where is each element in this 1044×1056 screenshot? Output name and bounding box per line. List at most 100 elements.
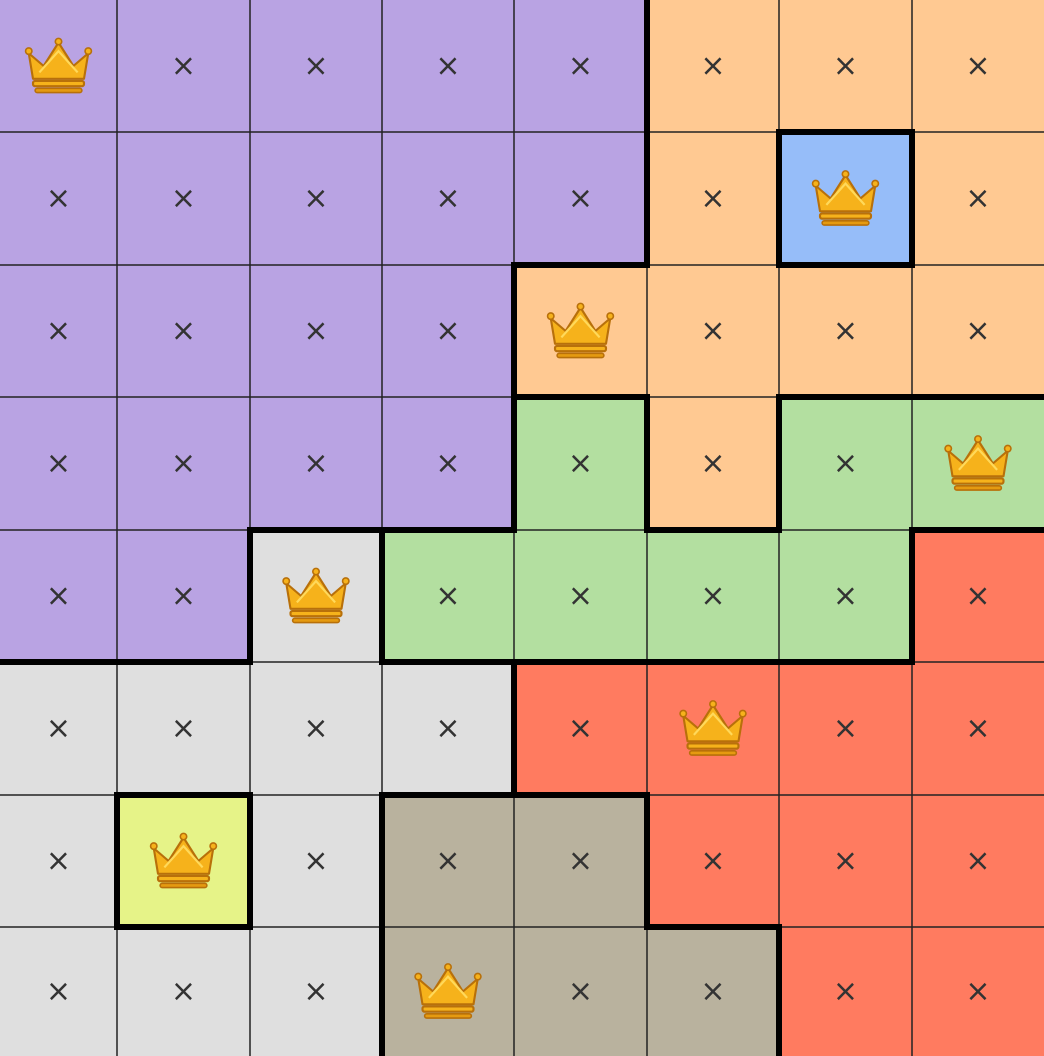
x-mark: × bbox=[568, 181, 593, 216]
cell[interactable]: × bbox=[647, 795, 779, 927]
cell[interactable] bbox=[912, 397, 1044, 530]
cell[interactable]: × bbox=[117, 132, 250, 265]
x-mark: × bbox=[303, 711, 328, 746]
cell[interactable]: × bbox=[250, 662, 382, 795]
cell[interactable]: × bbox=[382, 662, 514, 795]
x-mark: × bbox=[965, 844, 990, 879]
x-mark: × bbox=[46, 844, 71, 879]
cell[interactable]: × bbox=[0, 397, 117, 530]
cell[interactable] bbox=[779, 132, 912, 265]
x-mark: × bbox=[700, 974, 725, 1009]
cell[interactable]: × bbox=[117, 530, 250, 662]
cell[interactable]: × bbox=[0, 662, 117, 795]
cell[interactable]: × bbox=[0, 927, 117, 1056]
cell[interactable]: × bbox=[647, 397, 779, 530]
cell[interactable]: × bbox=[382, 795, 514, 927]
cell-background bbox=[912, 0, 1044, 132]
cell-background bbox=[382, 795, 514, 927]
x-mark: × bbox=[965, 711, 990, 746]
cell-background bbox=[250, 662, 382, 795]
cell-background bbox=[382, 0, 514, 132]
x-mark: × bbox=[435, 844, 460, 879]
cell[interactable]: × bbox=[250, 265, 382, 397]
cell[interactable]: × bbox=[514, 662, 647, 795]
cell-background bbox=[250, 795, 382, 927]
cell[interactable]: × bbox=[382, 0, 514, 132]
cell[interactable]: × bbox=[0, 265, 117, 397]
cell[interactable]: × bbox=[0, 795, 117, 927]
cell[interactable]: × bbox=[514, 132, 647, 265]
cell[interactable]: × bbox=[912, 795, 1044, 927]
cell[interactable] bbox=[250, 530, 382, 662]
cell-background bbox=[117, 927, 250, 1056]
cell[interactable]: × bbox=[250, 795, 382, 927]
cell[interactable] bbox=[647, 662, 779, 795]
cell[interactable]: × bbox=[0, 530, 117, 662]
cell-background bbox=[647, 795, 779, 927]
cell[interactable]: × bbox=[779, 662, 912, 795]
cell[interactable] bbox=[117, 795, 250, 927]
cell-background bbox=[382, 132, 514, 265]
cell[interactable]: × bbox=[250, 132, 382, 265]
cell[interactable]: × bbox=[647, 0, 779, 132]
cell[interactable]: × bbox=[514, 530, 647, 662]
cell[interactable]: × bbox=[382, 530, 514, 662]
cell[interactable]: × bbox=[514, 0, 647, 132]
cell[interactable]: × bbox=[647, 265, 779, 397]
cell[interactable]: × bbox=[0, 132, 117, 265]
x-mark: × bbox=[46, 974, 71, 1009]
cell[interactable] bbox=[514, 265, 647, 397]
cell[interactable]: × bbox=[912, 132, 1044, 265]
cell[interactable]: × bbox=[647, 530, 779, 662]
x-mark: × bbox=[833, 579, 858, 614]
x-mark: × bbox=[303, 844, 328, 879]
cell[interactable]: × bbox=[779, 0, 912, 132]
x-mark: × bbox=[435, 49, 460, 84]
cell[interactable]: × bbox=[117, 662, 250, 795]
cell[interactable] bbox=[0, 0, 117, 132]
cell-background bbox=[647, 927, 779, 1056]
cell[interactable]: × bbox=[382, 397, 514, 530]
cell[interactable]: × bbox=[779, 530, 912, 662]
x-mark: × bbox=[700, 446, 725, 481]
cell-background bbox=[647, 0, 779, 132]
x-mark: × bbox=[833, 711, 858, 746]
cell[interactable]: × bbox=[250, 397, 382, 530]
cell-background bbox=[912, 927, 1044, 1056]
cell[interactable]: × bbox=[117, 397, 250, 530]
cell-background bbox=[0, 265, 117, 397]
cell[interactable]: × bbox=[647, 927, 779, 1056]
cell-background bbox=[647, 132, 779, 265]
cell[interactable]: × bbox=[382, 265, 514, 397]
cell-background bbox=[514, 530, 647, 662]
cell[interactable]: × bbox=[779, 265, 912, 397]
cell[interactable]: × bbox=[514, 795, 647, 927]
cell[interactable]: × bbox=[779, 927, 912, 1056]
cell-background bbox=[514, 662, 647, 795]
cell[interactable]: × bbox=[912, 0, 1044, 132]
cell[interactable]: × bbox=[912, 927, 1044, 1056]
cell[interactable]: × bbox=[117, 265, 250, 397]
cell[interactable]: × bbox=[514, 927, 647, 1056]
cell[interactable]: × bbox=[250, 927, 382, 1056]
cell[interactable]: × bbox=[250, 0, 382, 132]
cell-background bbox=[250, 0, 382, 132]
cell[interactable]: × bbox=[514, 397, 647, 530]
cell[interactable]: × bbox=[779, 397, 912, 530]
cell[interactable]: × bbox=[779, 795, 912, 927]
x-mark: × bbox=[833, 974, 858, 1009]
cell[interactable]: × bbox=[912, 265, 1044, 397]
cell-background bbox=[647, 397, 779, 530]
cell[interactable]: × bbox=[117, 927, 250, 1056]
cell-background bbox=[514, 397, 647, 530]
cell[interactable]: × bbox=[647, 132, 779, 265]
cell-background bbox=[912, 530, 1044, 662]
cell-background bbox=[779, 0, 912, 132]
cell[interactable]: × bbox=[912, 662, 1044, 795]
x-mark: × bbox=[303, 314, 328, 349]
cell[interactable]: × bbox=[382, 132, 514, 265]
cell[interactable]: × bbox=[912, 530, 1044, 662]
cell[interactable] bbox=[382, 927, 514, 1056]
cell[interactable]: × bbox=[117, 0, 250, 132]
x-mark: × bbox=[435, 181, 460, 216]
